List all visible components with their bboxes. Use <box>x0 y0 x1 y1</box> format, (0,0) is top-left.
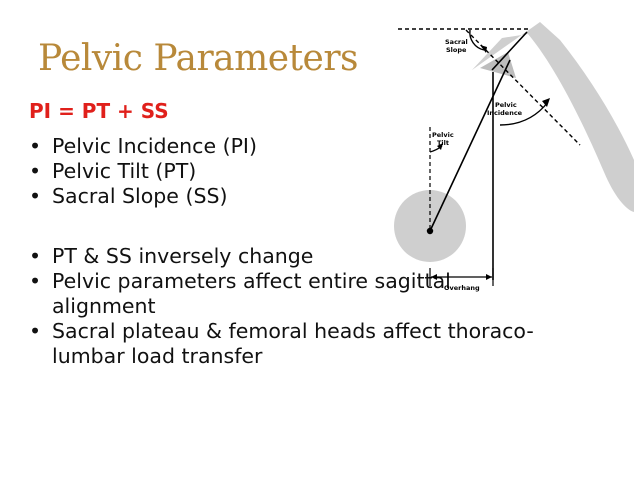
bullet-inverse-change: PT & SS inversely change <box>29 244 552 269</box>
bullet-pelvic-tilt: Pelvic Tilt (PT) <box>29 159 552 184</box>
pelvic-formula: PI = PT + SS <box>29 99 169 123</box>
sacral-slope-label-line2: Slope <box>446 46 467 54</box>
pelvic-incidence-label-line2: Incidence <box>487 109 523 117</box>
bullet-list: Pelvic Incidence (PI) Pelvic Tilt (PT) S… <box>29 134 552 369</box>
sacrum-shape <box>472 22 634 212</box>
pelvic-incidence-arc <box>499 101 549 126</box>
pelvic-tilt-label-line2: Tilt <box>437 139 449 147</box>
bullet-load-transfer: Sacral plateau & femoral heads affect th… <box>29 319 552 369</box>
sacral-slope-label-line1: Sacral <box>445 38 468 46</box>
sacral-slope-arc-arrow <box>480 45 487 53</box>
pelvic-tilt-label-line1: Pelvic <box>432 131 454 139</box>
overhang-label: Overhang <box>444 284 480 292</box>
overhang-arrow-right <box>486 274 492 280</box>
bullet-pelvic-incidence: Pelvic Incidence (PI) <box>29 134 552 159</box>
slide-title: Pelvic Parameters <box>38 38 359 79</box>
pelvic-incidence-label-line1: Pelvic <box>495 101 517 109</box>
bullet-sacral-slope: Sacral Slope (SS) <box>29 184 552 209</box>
sacral-plateau-line <box>465 29 581 146</box>
overhang-arrow-left <box>431 274 437 280</box>
pelvic-incidence-arc-arrow <box>542 98 550 107</box>
sacral-slope-arc <box>469 29 485 51</box>
hip-axis-line <box>429 59 511 232</box>
pelvic-tilt-arc-arrow <box>437 143 443 150</box>
bullet-sagittal-alignment: Pelvic parameters affect entire sagittal… <box>29 269 552 319</box>
plateau-perpendicular <box>491 31 528 71</box>
femoral-head-center <box>426 227 434 235</box>
